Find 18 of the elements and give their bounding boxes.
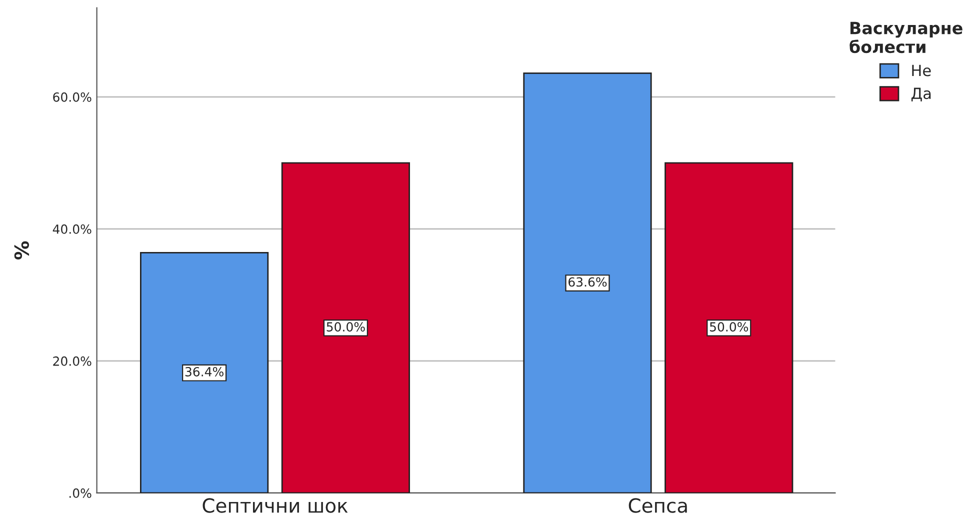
data-label: 63.6% xyxy=(568,277,607,287)
data-label: 50.0% xyxy=(326,322,365,332)
legend-label: Не xyxy=(912,64,931,76)
legend-label: Да xyxy=(911,88,931,102)
data-label: 50.0% xyxy=(710,322,748,332)
y-tick-label: 60.0% xyxy=(53,92,92,102)
data-label: 36.4% xyxy=(185,366,224,376)
y-axis-title: % xyxy=(14,241,30,260)
bar xyxy=(140,252,269,493)
x-tick-label: Септични шок xyxy=(202,498,348,513)
y-tick-label: 20.0% xyxy=(53,356,92,366)
y-tick-label: .0% xyxy=(69,488,92,498)
legend-title: Васкуларне болести xyxy=(850,22,962,54)
bar xyxy=(281,162,410,493)
bar xyxy=(523,72,652,493)
y-tick-label: 40.0% xyxy=(52,224,92,234)
x-tick-label: Сепса xyxy=(628,498,687,513)
bar xyxy=(664,162,794,493)
